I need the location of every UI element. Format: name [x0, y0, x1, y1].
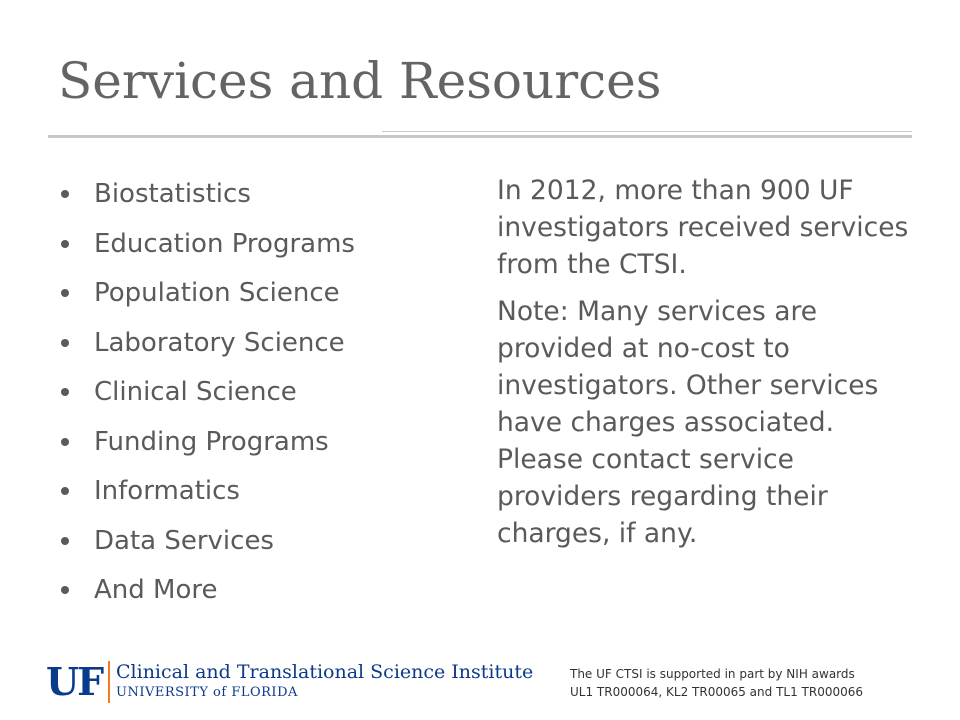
services-list: Biostatistics Education Programs Populat… [58, 170, 355, 616]
bullet-icon [61, 586, 69, 594]
list-item: Informatics [58, 467, 355, 517]
funding-acknowledgement: The UF CTSI is supported in part by NIH … [570, 665, 863, 701]
logo-divider [108, 661, 110, 703]
bullet-icon [61, 437, 69, 446]
list-item: Population Science [58, 269, 355, 319]
slide-title: Services and Resources [58, 52, 662, 110]
list-item: Education Programs [58, 220, 355, 270]
title-divider-thick [48, 135, 912, 138]
support-line-2: UL1 TR000064, KL2 TR00065 and TL1 TR0000… [570, 685, 864, 699]
university-name: UNIVERSITY of FLORIDA [116, 685, 298, 700]
list-item: Clinical Science [58, 368, 355, 418]
uf-logo-mark: UF [46, 659, 104, 704]
list-item: Data Services [58, 517, 355, 567]
support-line-1: The UF CTSI is supported in part by NIH … [570, 667, 855, 681]
bullet-icon [61, 289, 69, 297]
info-column: In 2012, more than 900 UF investigators … [497, 172, 917, 562]
list-item: And More [58, 566, 355, 616]
list-item: Biostatistics [58, 170, 355, 220]
list-item: Laboratory Science [58, 319, 355, 369]
bullet-icon [61, 388, 69, 396]
title-divider-thin [382, 131, 912, 132]
institute-name: Clinical and Translational Science Insti… [116, 661, 534, 683]
bullet-icon [61, 190, 69, 198]
note-paragraph: Note: Many services are provided at no-c… [497, 296, 879, 549]
bullet-icon [61, 239, 69, 248]
bullet-icon [61, 338, 69, 347]
bullet-icon [61, 487, 69, 495]
list-item: Funding Programs [58, 418, 355, 468]
investigators-paragraph: In 2012, more than 900 UF investigators … [497, 175, 909, 280]
bullet-icon [61, 536, 69, 545]
ctsi-logo: UF Clinical and Translational Science In… [46, 657, 533, 705]
